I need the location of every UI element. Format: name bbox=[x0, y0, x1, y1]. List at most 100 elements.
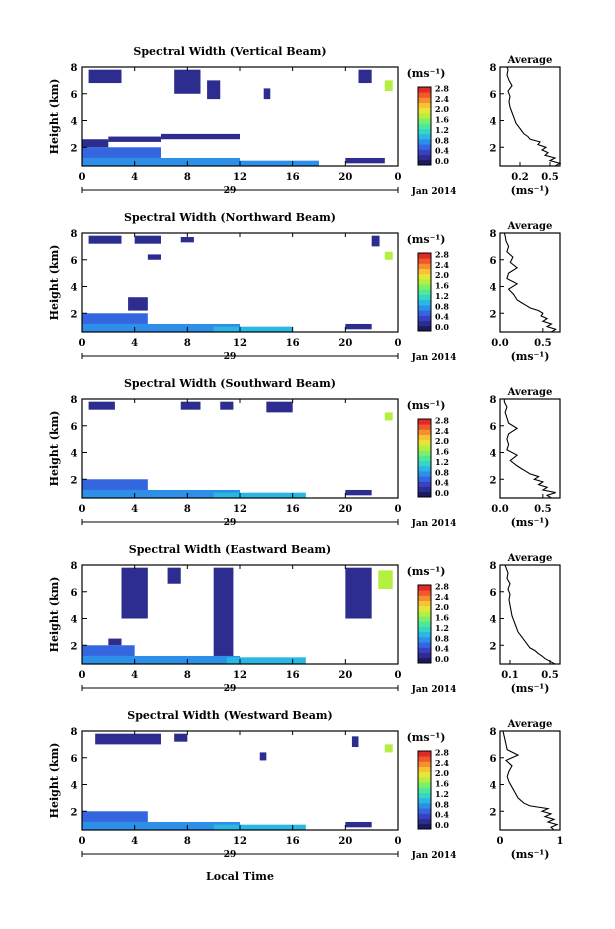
y-tick-label: 2 bbox=[71, 309, 78, 320]
avg-x-tick-label: 0.0 bbox=[491, 338, 508, 349]
avg-y-tick-label: 6 bbox=[490, 754, 497, 765]
average-unit: (ms⁻¹) bbox=[511, 848, 550, 861]
average-profile-line bbox=[506, 66, 562, 167]
avg-y-tick-label: 8 bbox=[490, 63, 497, 74]
heatmap-cell bbox=[82, 489, 240, 498]
colorbar-swatch bbox=[418, 792, 431, 799]
colorbar-swatch bbox=[418, 113, 431, 119]
colorbar-swatch bbox=[418, 118, 431, 124]
colorbar-swatch bbox=[418, 450, 431, 456]
x-tick-label: 0 bbox=[79, 172, 86, 183]
colorbar-swatch bbox=[418, 289, 431, 295]
colorbar-swatch bbox=[418, 818, 431, 825]
x-tick-label: 0 bbox=[79, 504, 86, 515]
colorbar-swatch bbox=[418, 585, 431, 591]
average-title: Average bbox=[507, 387, 553, 398]
colorbar-tick-label: 2.8 bbox=[435, 83, 449, 93]
day-label: 29 bbox=[224, 518, 237, 528]
colorbar-tick-label: 2.4 bbox=[435, 260, 449, 270]
heatmap-cell bbox=[345, 157, 385, 164]
colorbar-swatch bbox=[418, 631, 431, 638]
heatmap-cell bbox=[82, 313, 148, 324]
colorbar-tick-label: 2.0 bbox=[435, 768, 449, 778]
colorbar-swatch bbox=[418, 102, 431, 109]
colorbar-swatch bbox=[418, 445, 431, 451]
avg-y-tick-label: 8 bbox=[490, 395, 497, 406]
heatmap-cell bbox=[82, 323, 240, 332]
heatmap-cell bbox=[180, 237, 194, 243]
colorbar-swatch bbox=[418, 782, 431, 788]
panel-title: Spectral Width (Vertical Beam) bbox=[133, 45, 326, 58]
colorbar-tick-label: 2.0 bbox=[435, 436, 449, 446]
colorbar-swatch bbox=[418, 97, 431, 103]
date-label: Jan 2014 bbox=[411, 187, 457, 197]
colorbar-frame bbox=[417, 252, 432, 332]
x-tick-label: 12 bbox=[233, 338, 247, 349]
colorbar-swatch bbox=[418, 320, 431, 327]
x-tick-label: 16 bbox=[286, 504, 300, 515]
x-tick-label: 8 bbox=[184, 836, 191, 847]
colorbar-tick-label: 0.0 bbox=[435, 322, 449, 332]
avg-x-tick-label: 1 bbox=[557, 836, 564, 847]
x-tick-label: 12 bbox=[233, 504, 247, 515]
y-tick-label: 4 bbox=[71, 449, 78, 460]
colorbar-tick-label: 0.0 bbox=[435, 156, 449, 166]
colorbar-swatch bbox=[418, 87, 431, 93]
y-axis-label: Height (km) bbox=[48, 245, 61, 321]
heatmap-cell bbox=[384, 412, 393, 421]
colorbar-tick-label: 0.0 bbox=[435, 654, 449, 664]
colorbar-tick-label: 0.8 bbox=[435, 799, 449, 809]
y-tick-label: 8 bbox=[71, 727, 78, 738]
avg-y-tick-label: 6 bbox=[490, 90, 497, 101]
colorbar-swatch bbox=[418, 600, 431, 607]
y-tick-label: 4 bbox=[71, 283, 78, 294]
heatmap-cell bbox=[345, 489, 372, 496]
colorbar-tick-label: 0.4 bbox=[435, 146, 449, 156]
colorbar-swatch bbox=[418, 756, 431, 762]
heatmap-cell bbox=[82, 655, 240, 664]
heatmap-cell bbox=[108, 638, 122, 646]
avg-y-tick-label: 6 bbox=[490, 256, 497, 267]
heatmap-cell bbox=[88, 69, 122, 84]
colorbar-swatch bbox=[418, 813, 431, 819]
panel-3: Spectral Width (Southward Beam) 2 4 6 8 Heigh… bbox=[48, 377, 561, 529]
colorbar-swatch bbox=[418, 621, 431, 627]
colorbar-tick-label: 0.0 bbox=[435, 488, 449, 498]
colorbar-tick-label: 1.2 bbox=[435, 291, 449, 301]
panel-2: Spectral Width (Northward Beam) 2 4 6 8 Heigh… bbox=[48, 211, 561, 363]
avg-y-tick-label: 8 bbox=[490, 727, 497, 738]
colorbar-swatch bbox=[418, 642, 431, 648]
colorbar-swatch bbox=[418, 637, 431, 643]
average-profile-line bbox=[503, 232, 558, 333]
panel-title: Spectral Width (Northward Beam) bbox=[124, 211, 336, 224]
colorbar-swatch bbox=[418, 419, 431, 425]
avg-y-tick-label: 8 bbox=[490, 561, 497, 572]
y-axis-label: Height (km) bbox=[48, 411, 61, 487]
x-tick-label: 0 bbox=[79, 670, 86, 681]
avg-y-tick-label: 4 bbox=[490, 615, 497, 626]
heatmap-cells bbox=[82, 401, 393, 498]
panel-4: Spectral Width (Eastward Beam) 2 4 6 8 Height… bbox=[48, 543, 561, 695]
colorbar-swatch bbox=[418, 611, 431, 617]
colorbar-swatch bbox=[418, 279, 431, 285]
colorbar-swatch bbox=[418, 424, 431, 430]
colorbar-swatch bbox=[418, 491, 431, 498]
x-tick-label: 16 bbox=[286, 670, 300, 681]
colorbar-tick-label: 2.8 bbox=[435, 581, 449, 591]
x-tick-label: 8 bbox=[184, 670, 191, 681]
panel-title: Spectral Width (Westward Beam) bbox=[127, 709, 332, 722]
avg-x-tick-label: 0.5 bbox=[541, 670, 558, 681]
avg-x-tick-label: 0.0 bbox=[491, 504, 508, 515]
colorbar-swatch bbox=[418, 263, 431, 269]
x-tick-label: 12 bbox=[233, 172, 247, 183]
avg-x-tick-label: 0 bbox=[497, 836, 504, 847]
colorbar-swatch bbox=[418, 777, 431, 783]
heatmap-cells bbox=[82, 69, 393, 166]
avg-y-tick-label: 4 bbox=[490, 449, 497, 460]
y-tick-label: 4 bbox=[71, 117, 78, 128]
colorbar-tick-label: 1.2 bbox=[435, 125, 449, 135]
avg-x-tick-label: 0.5 bbox=[534, 504, 551, 515]
colorbar-swatch bbox=[418, 284, 431, 290]
colorbar-swatch bbox=[418, 315, 431, 321]
average-frame bbox=[499, 66, 561, 167]
